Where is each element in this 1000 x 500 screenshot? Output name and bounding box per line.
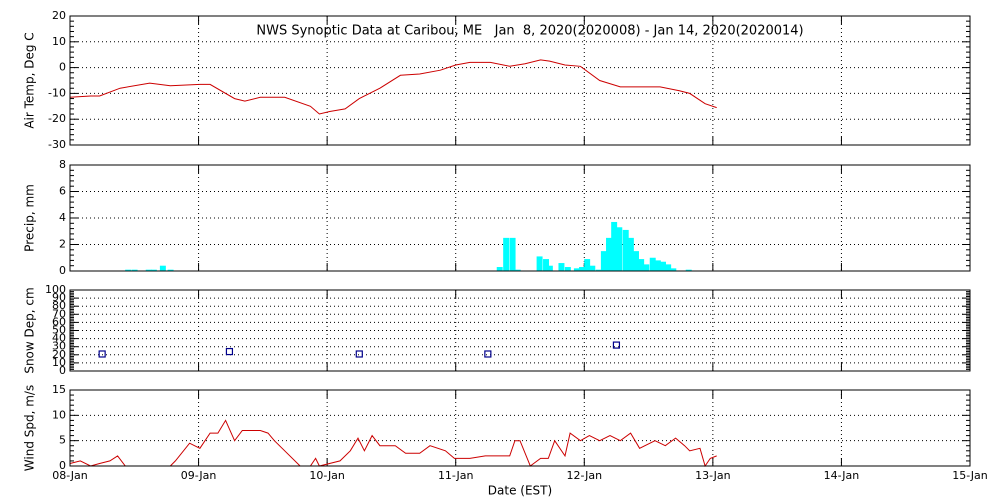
y-axis-label: Wind Spd, m/s (23, 385, 37, 471)
bar (638, 259, 645, 271)
y-tick-label: 8 (59, 158, 66, 171)
point (225, 347, 234, 356)
y-tick-label: 20 (52, 348, 66, 361)
x-tick-label: 11-Jan (438, 469, 474, 482)
bar (606, 237, 612, 271)
bar (627, 237, 634, 271)
bar (584, 259, 591, 271)
y-tick-label: 0 (59, 264, 66, 277)
bar (509, 237, 516, 271)
y-tick-label: -30 (48, 138, 66, 151)
bar (595, 269, 602, 271)
point (355, 350, 363, 358)
plot-frame (69, 289, 971, 372)
chart-title: NWS Synoptic Data at Caribou, ME Jan 8, … (256, 24, 803, 39)
y-tick-label: 5 (59, 434, 66, 447)
bar (558, 263, 565, 271)
x-tick-label: 14-Jan (824, 469, 860, 482)
bar (579, 267, 585, 271)
bar (685, 269, 692, 271)
bar (660, 261, 666, 271)
y-tick-label: 60 (52, 315, 66, 328)
line (69, 59, 717, 115)
y-tick-label: -20 (48, 112, 66, 125)
plot-frame (69, 164, 971, 272)
bar (654, 260, 661, 271)
bar (131, 269, 138, 271)
y-tick-label: 10 (52, 408, 66, 421)
y-axis-label: Precip, mm (23, 184, 37, 252)
y-tick-label: 20 (52, 9, 66, 22)
y-tick-label: 100 (45, 283, 66, 296)
y-tick-label: 50 (52, 324, 66, 337)
bar (546, 265, 553, 271)
bar (616, 227, 623, 271)
bar (150, 269, 157, 271)
bar (159, 265, 166, 271)
bar (622, 229, 629, 271)
bar (643, 264, 650, 271)
x-tick-label: 10-Jan (309, 469, 345, 482)
y-tick-label: 10 (52, 35, 66, 48)
bar (665, 264, 672, 271)
y-tick-label: 0 (59, 459, 66, 472)
x-axis-label: Date (EST) (488, 484, 552, 498)
x-tick-label: 08-Jan (52, 469, 88, 482)
y-axis-label: Air Temp, Deg C (23, 32, 37, 128)
y-tick-label: 4 (59, 211, 66, 224)
y-tick-label: 0 (59, 61, 66, 74)
bar (496, 267, 503, 271)
point (484, 350, 492, 358)
y-tick-label: 6 (59, 185, 66, 198)
point (612, 341, 621, 349)
bar (589, 265, 596, 271)
bar (514, 269, 521, 271)
bar (503, 237, 510, 271)
bar (564, 267, 571, 271)
y-tick-label: 0 (59, 364, 66, 377)
y-tick-label: 90 (52, 291, 66, 304)
y-tick-label: -10 (48, 86, 66, 99)
x-tick-label: 13-Jan (695, 469, 731, 482)
y-tick-label: 30 (52, 340, 66, 353)
plot-frame (69, 15, 971, 146)
bar (633, 251, 639, 271)
y-tick-label: 10 (52, 356, 66, 369)
y-tick-label: 2 (59, 238, 66, 251)
bar (649, 257, 656, 271)
bar (167, 269, 174, 271)
y-tick-label: 70 (52, 307, 66, 320)
y-axis-label: Snow Dep, cm (23, 287, 37, 373)
bar (536, 256, 543, 271)
y-tick-label: 15 (52, 383, 66, 396)
bar (670, 268, 677, 271)
x-tick-label: 12-Jan (567, 469, 603, 482)
bar (573, 268, 580, 271)
plot-frame (69, 389, 971, 467)
y-tick-label: 80 (52, 299, 66, 312)
x-tick-label: 09-Jan (181, 469, 217, 482)
bar (145, 269, 152, 271)
bar (125, 269, 132, 271)
bar (600, 251, 607, 271)
x-tick-label: 15-Jan (952, 469, 988, 482)
line (69, 419, 717, 468)
point (98, 350, 106, 358)
bar (543, 259, 549, 271)
bar (611, 221, 618, 271)
y-tick-label: 40 (52, 332, 66, 345)
